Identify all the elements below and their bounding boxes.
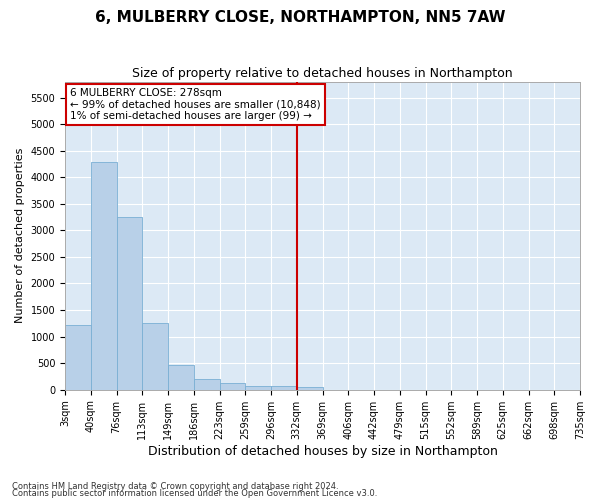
Bar: [297, 387, 323, 390]
Bar: [271, 386, 297, 390]
Bar: [220, 382, 245, 390]
Text: Contains HM Land Registry data © Crown copyright and database right 2024.: Contains HM Land Registry data © Crown c…: [12, 482, 338, 491]
Bar: [116, 217, 142, 390]
X-axis label: Distribution of detached houses by size in Northampton: Distribution of detached houses by size …: [148, 444, 497, 458]
Bar: [168, 366, 194, 390]
Bar: [142, 324, 168, 390]
Text: 6, MULBERRY CLOSE, NORTHAMPTON, NN5 7AW: 6, MULBERRY CLOSE, NORTHAMPTON, NN5 7AW: [95, 10, 505, 25]
Bar: [65, 325, 91, 390]
Text: 6 MULBERRY CLOSE: 278sqm
← 99% of detached houses are smaller (10,848)
1% of sem: 6 MULBERRY CLOSE: 278sqm ← 99% of detach…: [70, 88, 321, 121]
Title: Size of property relative to detached houses in Northampton: Size of property relative to detached ho…: [132, 68, 513, 80]
Y-axis label: Number of detached properties: Number of detached properties: [15, 148, 25, 324]
Text: Contains public sector information licensed under the Open Government Licence v3: Contains public sector information licen…: [12, 489, 377, 498]
Bar: [245, 386, 271, 390]
Bar: [91, 162, 116, 390]
Bar: [194, 379, 220, 390]
